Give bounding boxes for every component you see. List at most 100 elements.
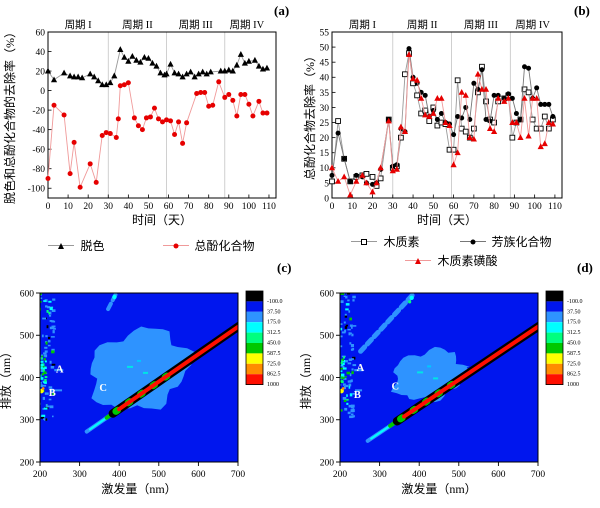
x-tick-label: 400 (112, 470, 127, 480)
data-point (525, 132, 532, 139)
y-tick-label: 20 (320, 134, 330, 144)
x-tick-label: 0 (46, 202, 51, 212)
period-label: 周期 I (65, 19, 93, 31)
colorbar-label: 587.5 (267, 351, 281, 357)
data-point (430, 110, 437, 116)
data-point (533, 95, 540, 101)
series-total-phenolic-compounds (45, 79, 270, 190)
data-point (51, 102, 57, 108)
data-point (135, 123, 141, 129)
panel-a-tag: (a) (274, 3, 290, 18)
y-tick-label: 55 (320, 28, 330, 38)
noise-band (340, 293, 364, 419)
x-tick-label: 50 (429, 202, 439, 212)
data-point (377, 164, 384, 171)
colorbar-label: 450.0 (267, 341, 281, 347)
period-label: 周期 IV (230, 19, 265, 31)
data-point (363, 171, 370, 177)
colorbar-segment (546, 353, 563, 364)
y-tick-label: 500 (20, 332, 35, 342)
data-point (95, 77, 102, 84)
data-point (454, 149, 461, 156)
legend-label: 脱色 (80, 239, 105, 253)
colorbar-segment (246, 332, 263, 343)
legend-item-total-phenolic-compounds: 总酚化合物 (162, 237, 255, 254)
data-point (479, 67, 485, 73)
y-tick-label: 400 (320, 374, 335, 384)
y-tick-label: 25 (320, 119, 330, 129)
y-tick-label: 300 (320, 416, 335, 426)
period-label: 周期 III (179, 19, 214, 31)
data-point (522, 64, 528, 70)
data-point (133, 56, 140, 63)
x-tick-label: 0 (330, 202, 335, 212)
data-point (179, 73, 186, 80)
data-point (251, 56, 259, 63)
data-point (398, 134, 404, 141)
data-point (242, 91, 248, 97)
y-tick-label: 600 (320, 289, 335, 299)
colorbar-segment (546, 343, 563, 354)
data-point (155, 116, 161, 122)
data-point (434, 117, 440, 123)
y-tick-label: 60 (36, 28, 46, 38)
data-point (335, 130, 341, 136)
data-point (347, 191, 354, 198)
removal-rate-chart-a: 周期 I 周期 II 周期 III 周期 IV 0 10 20 30 40 50 60 70 80 90 1… (2, 19, 277, 227)
x-tick-label: 400 (412, 470, 427, 480)
lignosulfonate-marker-icon (405, 256, 432, 265)
data-point (373, 179, 380, 186)
data-point (217, 67, 224, 74)
y-tick-label: 50 (320, 43, 330, 53)
data-point (549, 120, 556, 127)
data-point (115, 116, 121, 122)
data-point (545, 125, 552, 132)
x-tick-label: 200 (33, 470, 48, 480)
data-point (353, 172, 359, 178)
series-lignosulfonate (328, 51, 556, 198)
data-point (50, 76, 58, 83)
data-point (463, 104, 469, 110)
data-point (450, 146, 457, 153)
data-point (513, 119, 520, 125)
y-tick-label: 400 (20, 374, 35, 384)
colorbar-segment (546, 374, 563, 385)
data-point (143, 115, 149, 121)
x-tick-label: 20 (83, 202, 93, 212)
colorbar-label: 862.5 (567, 372, 581, 378)
data-point (491, 92, 497, 98)
y-tick-label: 35 (320, 89, 330, 99)
data-point (167, 60, 174, 67)
data-point (145, 54, 152, 61)
data-point (237, 51, 244, 57)
data-point (103, 130, 109, 136)
colorbar-label: 312.5 (267, 330, 281, 336)
data-point (474, 70, 482, 77)
data-point (405, 51, 413, 58)
data-point (505, 95, 512, 101)
data-point (260, 110, 266, 116)
data-point (91, 73, 98, 80)
y-tick-label: 45 (320, 59, 330, 69)
data-point (482, 85, 490, 92)
data-point (117, 83, 123, 89)
data-point (256, 98, 262, 104)
period-label: 周期 II (122, 19, 153, 31)
colorbar-segment (246, 343, 263, 354)
x-tick-label: 500 (152, 470, 167, 480)
data-point (542, 101, 548, 107)
data-point (409, 75, 417, 82)
data-point (422, 92, 428, 98)
data-point (471, 80, 477, 86)
data-point (537, 125, 544, 132)
data-point (125, 80, 131, 86)
data-point (151, 105, 157, 111)
data-point (471, 125, 477, 132)
colorbar-segment (546, 363, 563, 375)
x-tick-label: 90 (224, 202, 234, 212)
data-point (216, 79, 222, 85)
data-point (487, 118, 493, 124)
x-tick-label: 80 (489, 202, 499, 212)
y-tick-label: 10 (320, 164, 330, 174)
colorbar: -100.0 37.50 175.0 312.5 450.0 587.5 725.0 862.… (542, 288, 598, 400)
